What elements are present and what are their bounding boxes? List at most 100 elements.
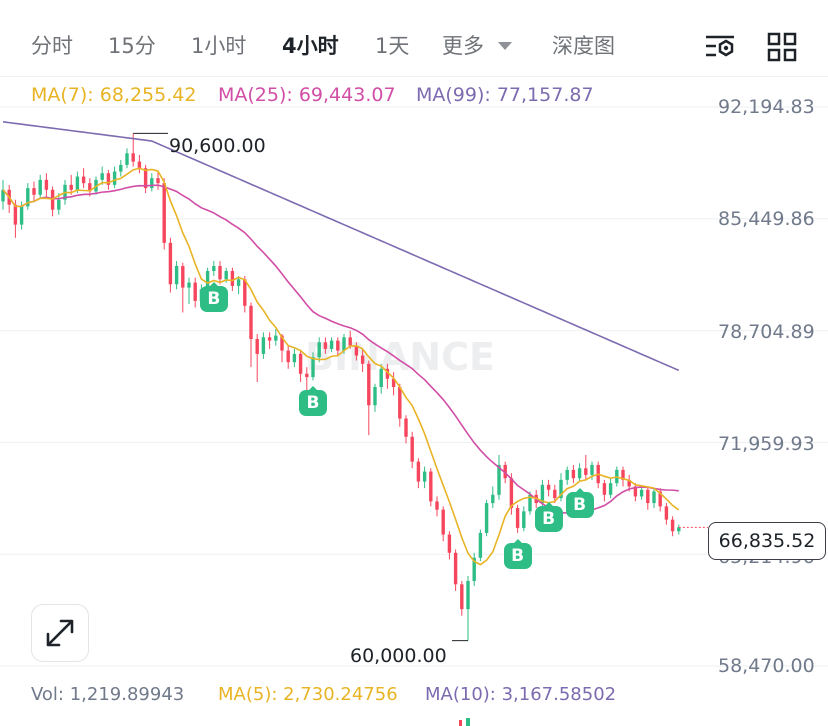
candle-body bbox=[298, 353, 303, 374]
candle-body bbox=[441, 509, 445, 535]
candle-body bbox=[565, 469, 569, 480]
candle-body bbox=[156, 178, 160, 184]
candle-body bbox=[472, 557, 476, 581]
volume-bar bbox=[459, 720, 462, 726]
expand-fullscreen-button[interactable] bbox=[31, 604, 89, 662]
candle-body bbox=[267, 337, 272, 341]
price-axis-label: 58,470.00 bbox=[718, 655, 815, 677]
candle-body bbox=[255, 338, 259, 354]
candle-body bbox=[100, 173, 104, 180]
candle-body bbox=[391, 378, 396, 388]
candle-body bbox=[131, 153, 135, 162]
candle-body bbox=[429, 471, 433, 502]
candle-body bbox=[69, 184, 73, 190]
candle-body bbox=[453, 552, 458, 585]
candle-body bbox=[243, 279, 247, 306]
tab-depth-chart[interactable]: 深度图 bbox=[552, 34, 615, 58]
candlestick-chart[interactable]: BINANCE bbox=[0, 78, 828, 726]
candle-body bbox=[373, 387, 377, 406]
candle-body bbox=[1, 189, 5, 202]
grid-layout-icon[interactable] bbox=[765, 30, 799, 64]
buy-marker: B bbox=[503, 538, 532, 569]
candle-body bbox=[677, 527, 681, 532]
candle-body bbox=[329, 340, 334, 349]
candle-body bbox=[590, 464, 594, 475]
candle-body bbox=[608, 483, 613, 495]
tab-4hour[interactable]: 4小时 bbox=[282, 34, 339, 58]
candle-body bbox=[571, 469, 576, 479]
buy-marker: B bbox=[565, 487, 594, 518]
candle-body bbox=[88, 183, 92, 192]
candle-body bbox=[137, 161, 142, 169]
candle-body bbox=[26, 188, 30, 207]
volume-ma10-legend: MA(10): 3,167.58502 bbox=[425, 684, 617, 705]
candle-body bbox=[323, 342, 328, 349]
price-axis-label: 71,959.93 bbox=[718, 433, 815, 455]
candle-body bbox=[168, 242, 173, 285]
candle-body bbox=[348, 337, 352, 346]
candle-body bbox=[664, 506, 669, 520]
candle-body bbox=[627, 479, 631, 487]
buy-marker: B bbox=[534, 502, 563, 533]
candle-body bbox=[236, 279, 241, 286]
candle-body bbox=[44, 179, 49, 190]
candle-body bbox=[466, 580, 470, 610]
candle-body bbox=[81, 176, 86, 184]
candle-body bbox=[484, 503, 489, 533]
candle-body bbox=[125, 153, 129, 165]
indicator-settings-icon[interactable] bbox=[703, 30, 737, 64]
tab-time-sharing[interactable]: 分时 bbox=[31, 34, 73, 58]
candle-body bbox=[491, 494, 495, 504]
candle-body bbox=[540, 484, 545, 504]
candle-body bbox=[639, 489, 644, 497]
candle-body bbox=[602, 483, 607, 495]
candle-body bbox=[106, 173, 111, 185]
candle-body bbox=[577, 468, 582, 479]
low-price-annotation: 60,000.00 bbox=[350, 645, 447, 667]
price-axis-label: 85,449.86 bbox=[718, 208, 815, 230]
candle-body bbox=[286, 350, 290, 363]
candle-body bbox=[553, 489, 557, 499]
candle-body bbox=[652, 491, 656, 504]
candle-body bbox=[528, 494, 532, 512]
candle-body bbox=[218, 266, 222, 280]
watermark: BINANCE bbox=[305, 335, 495, 379]
candle-body bbox=[497, 464, 501, 495]
tab-more[interactable]: 更多 bbox=[442, 34, 484, 58]
header-divider bbox=[0, 76, 828, 77]
chevron-down-icon bbox=[498, 42, 512, 50]
current-price-tag: 66,835.52 bbox=[708, 522, 826, 560]
candle-body bbox=[274, 335, 278, 341]
candle-body bbox=[162, 183, 166, 243]
candle-body bbox=[404, 418, 408, 437]
ma99-line bbox=[2, 121, 680, 372]
candle-body bbox=[410, 436, 414, 462]
tab-1day[interactable]: 1天 bbox=[375, 34, 410, 58]
candle-body bbox=[503, 464, 507, 479]
candle-body bbox=[112, 171, 117, 185]
candle-body bbox=[621, 469, 625, 480]
candle-body bbox=[230, 271, 235, 286]
candle-body bbox=[75, 176, 80, 190]
candle-body bbox=[57, 199, 61, 210]
tab-1hour[interactable]: 1小时 bbox=[191, 34, 247, 58]
candle-body bbox=[478, 532, 483, 558]
candle-body bbox=[13, 204, 18, 225]
candle-body bbox=[32, 188, 36, 195]
volume-ma5-legend: MA(5): 2,730.24756 bbox=[218, 684, 398, 705]
candle-body bbox=[658, 491, 662, 507]
tab-15min[interactable]: 15分 bbox=[108, 34, 156, 58]
candle-body bbox=[280, 335, 284, 351]
buy-marker: B bbox=[199, 281, 228, 312]
candle-body bbox=[249, 305, 253, 339]
candle-body bbox=[150, 178, 154, 189]
candle-body bbox=[670, 519, 675, 532]
candle-body bbox=[447, 534, 452, 553]
timeframe-tabs: 分时 15分 1小时 4小时 1天 更多 深度图 bbox=[0, 0, 828, 78]
candle-body bbox=[292, 353, 297, 363]
candle-body bbox=[633, 486, 638, 497]
ma25-legend: MA(25): 69,443.07 bbox=[218, 84, 396, 106]
high-price-annotation: 90,600.00 bbox=[169, 135, 266, 157]
candle-body bbox=[416, 461, 421, 482]
candle-body bbox=[212, 266, 216, 272]
